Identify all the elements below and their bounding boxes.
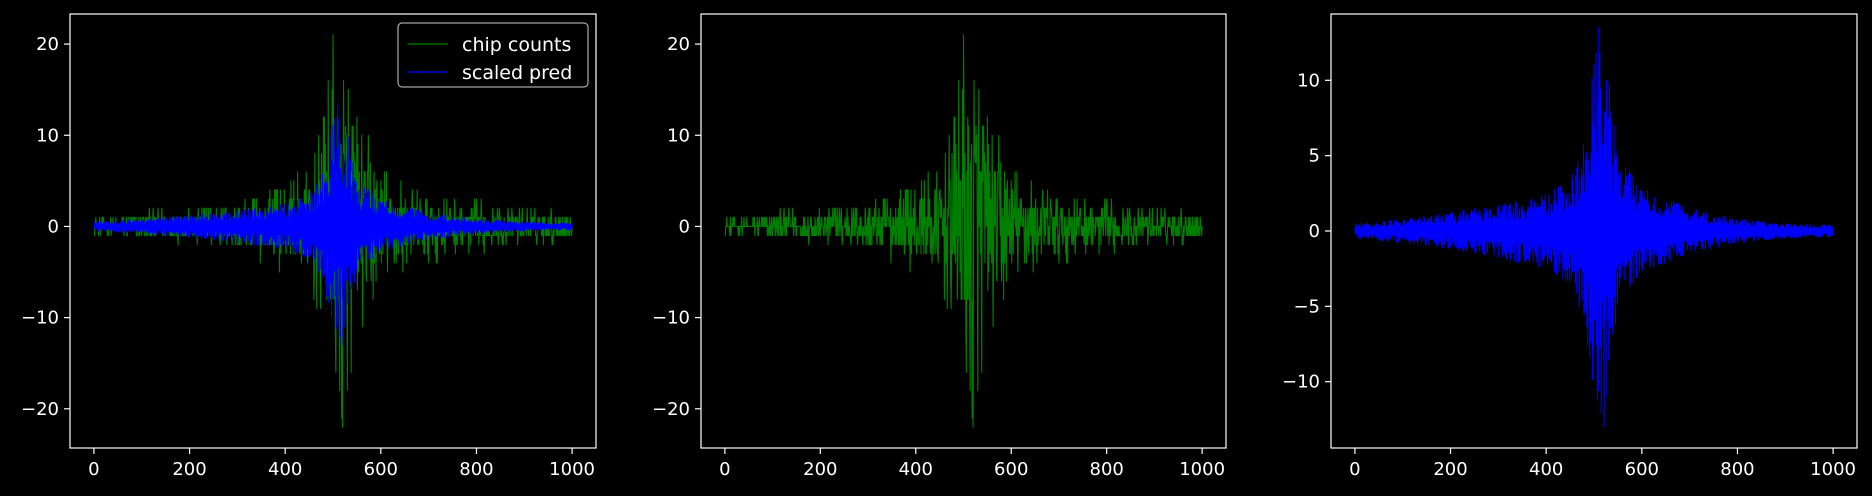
x-tick-label: 600 xyxy=(1625,459,1659,480)
legend-label: scaled pred xyxy=(462,62,572,84)
y-tick-label: 10 xyxy=(36,125,59,146)
x-tick-label: 200 xyxy=(803,459,837,480)
legend-box xyxy=(397,22,589,88)
x-tick-label: 1000 xyxy=(549,459,595,480)
y-tick-label: 5 xyxy=(1309,146,1320,167)
legend: chip counts scaled pred xyxy=(397,22,589,88)
y-tick-label: −10 xyxy=(652,308,690,329)
x-tick-label: 1000 xyxy=(1179,459,1225,480)
x-tick-label: 400 xyxy=(899,459,933,480)
chart-panel-1: 0 200 400 600 800 1000 −20 −10 0 10 20 chip counts s… xyxy=(21,13,597,480)
y-tick-label: −10 xyxy=(1282,372,1320,393)
x-tick-label: 200 xyxy=(1433,459,1467,480)
x-tick-label: 800 xyxy=(459,459,493,480)
y-tick-label: 0 xyxy=(1309,221,1320,242)
x-tick-label: 800 xyxy=(1720,459,1754,480)
axes-frame xyxy=(700,13,1227,449)
x-tick-label: 0 xyxy=(88,459,99,480)
y-tick-label: −5 xyxy=(1293,296,1320,317)
x-tick-label: 0 xyxy=(1349,459,1360,480)
y-tick-label: 10 xyxy=(1297,70,1320,91)
y-tick-label: 10 xyxy=(667,125,690,146)
chart-panel-3: 0 200 400 600 800 1000 −10 −5 0 5 10 xyxy=(1282,13,1858,480)
x-tick-label: 200 xyxy=(172,459,206,480)
series-line-pred xyxy=(1354,27,1834,428)
y-tick-label: −20 xyxy=(652,399,690,420)
x-tick-label: 600 xyxy=(994,459,1028,480)
x-tick-label: 1000 xyxy=(1810,459,1856,480)
legend-label: chip counts xyxy=(462,34,571,56)
x-tick-label: 400 xyxy=(1529,459,1563,480)
y-tick-label: −20 xyxy=(21,399,59,420)
series-line-counts xyxy=(724,34,1203,428)
y-tick-label: −10 xyxy=(21,308,59,329)
y-tick-label: 0 xyxy=(48,216,59,237)
axes-frame xyxy=(69,13,597,449)
x-tick-label: 400 xyxy=(268,459,302,480)
y-tick-label: 20 xyxy=(667,34,690,55)
x-tick-label: 600 xyxy=(364,459,398,480)
x-tick-label: 800 xyxy=(1090,459,1124,480)
y-tick-label: 20 xyxy=(36,34,59,55)
x-tick-label: 0 xyxy=(719,459,730,480)
chart-panel-2: 0 200 400 600 800 1000 −20 −10 0 10 20 xyxy=(652,13,1227,480)
series-line-scaled-pred xyxy=(93,102,573,346)
y-tick-label: 0 xyxy=(679,216,690,237)
